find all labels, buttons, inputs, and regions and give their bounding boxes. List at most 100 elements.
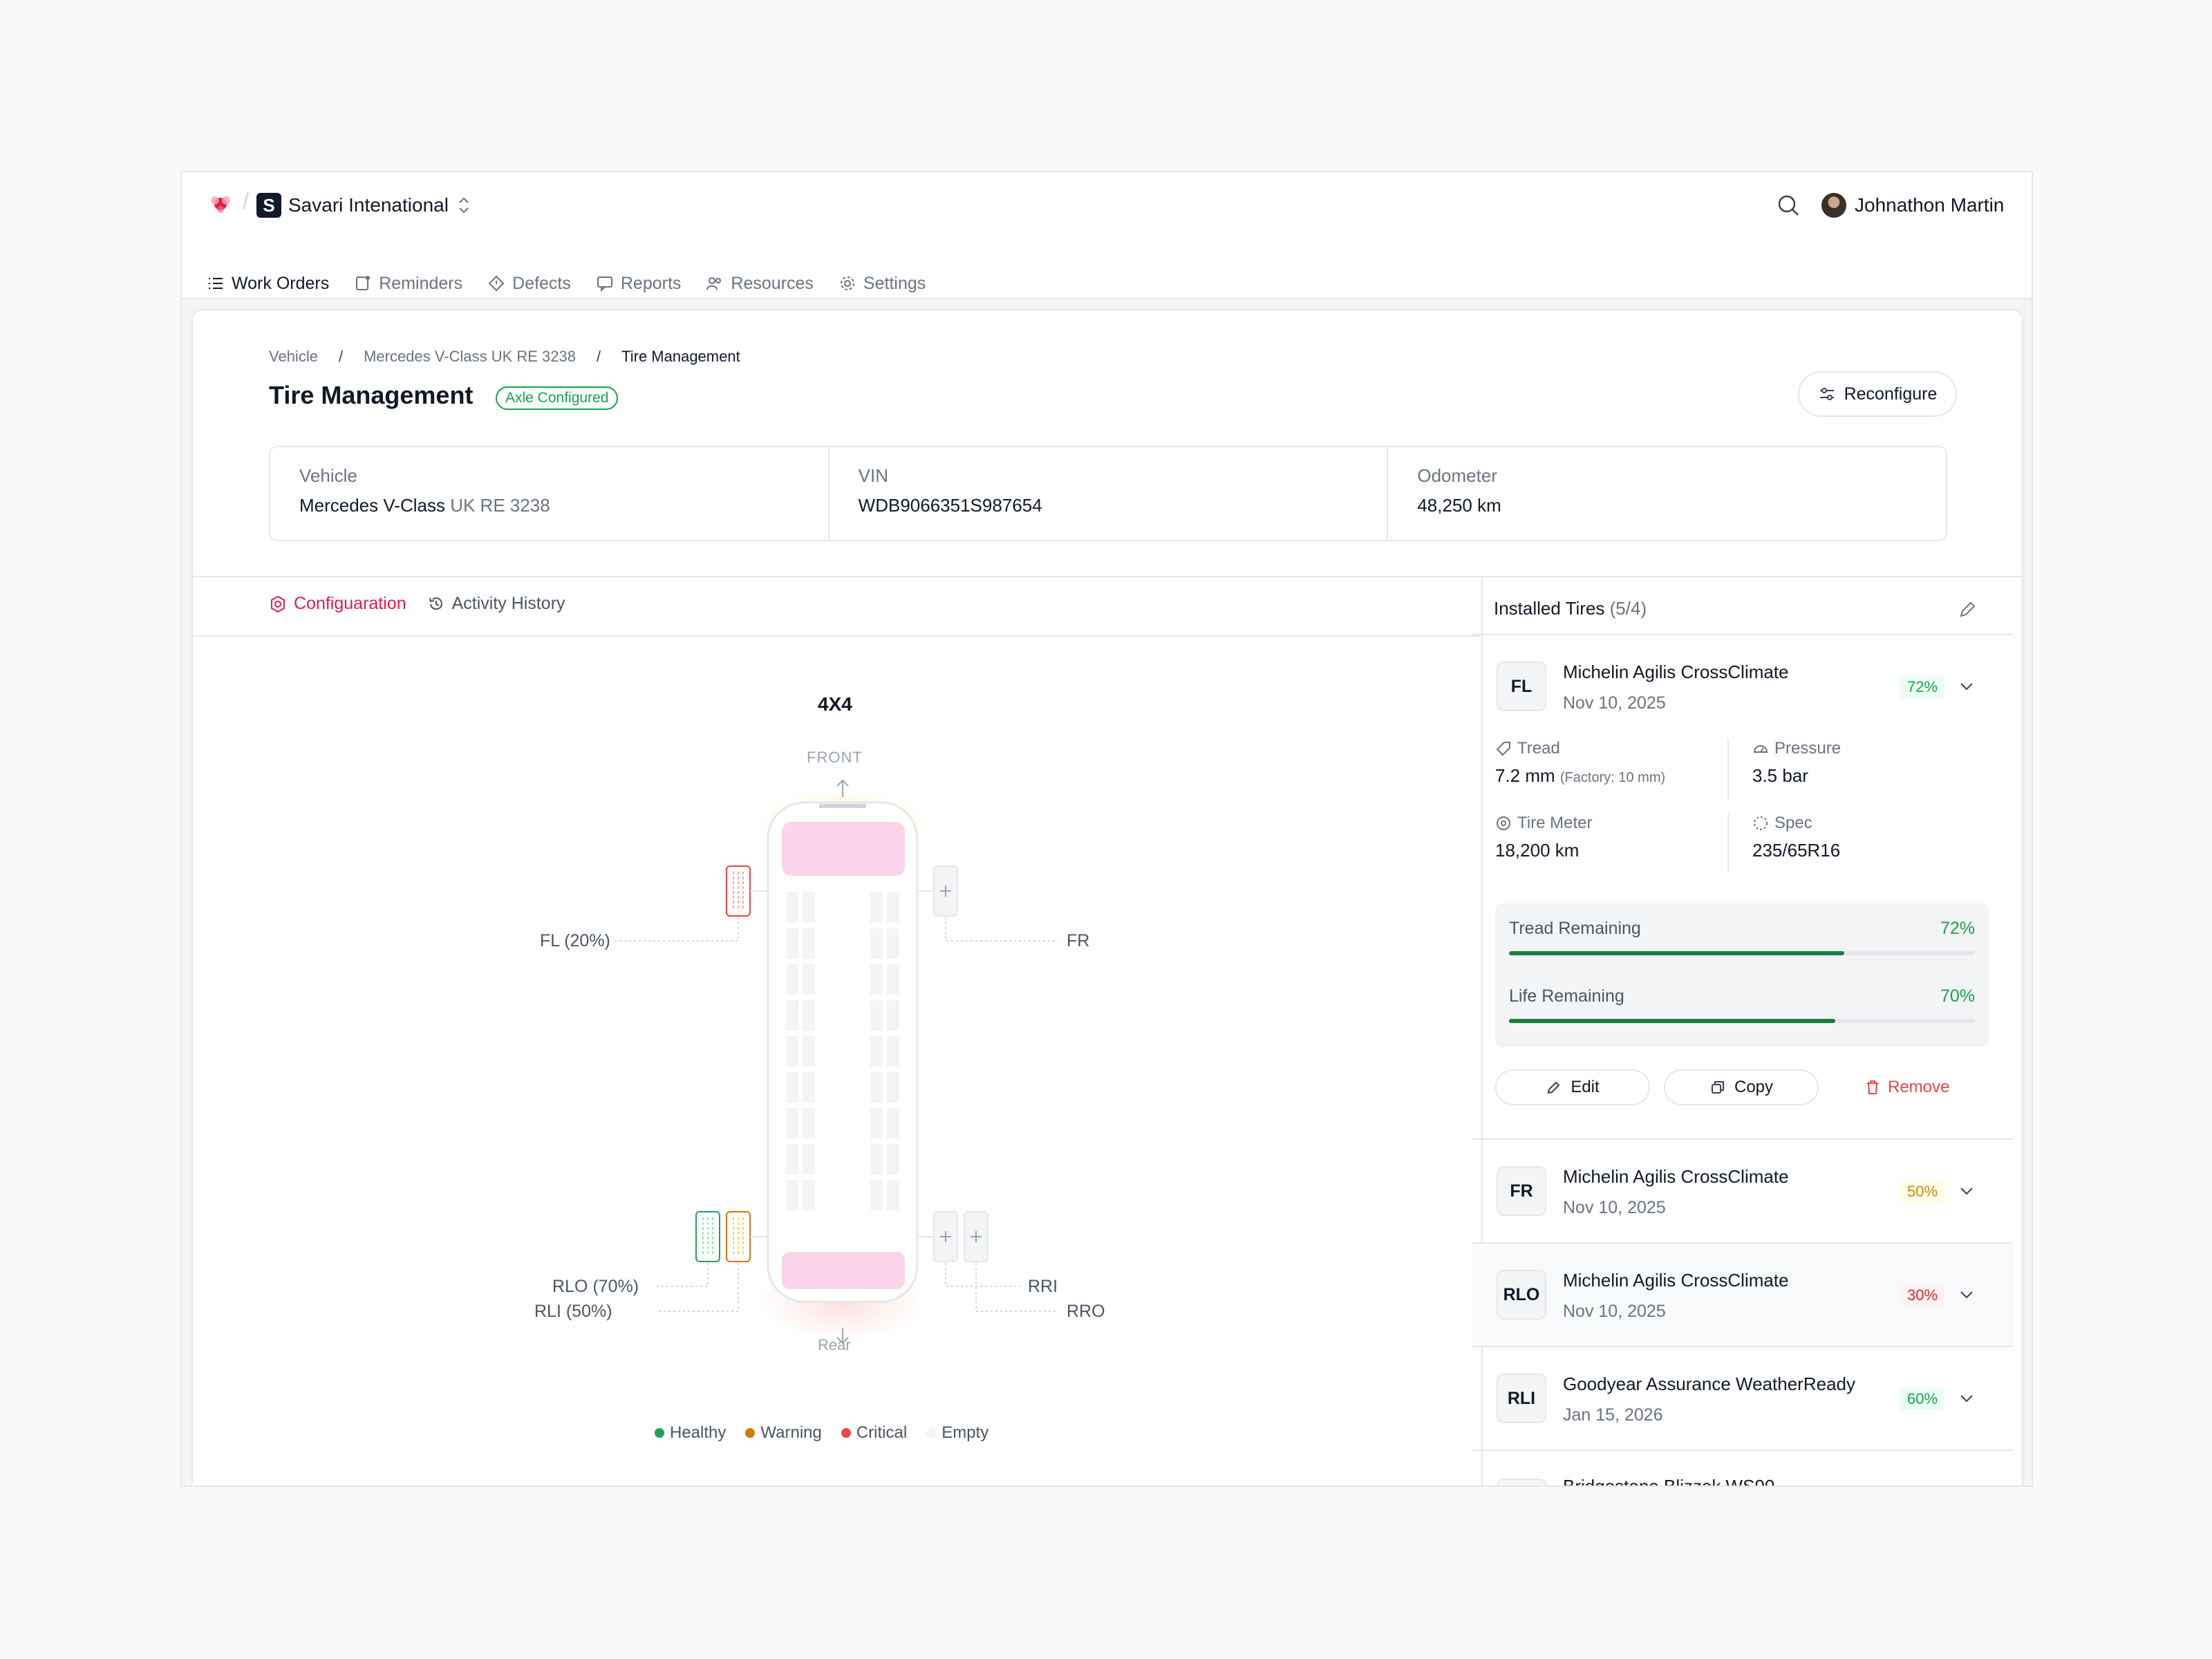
fr-leader [945,917,1058,941]
tire-row-rlo[interactable]: RLO Michelin Agilis CrossClimate Nov 10,… [1472,1244,2014,1346]
label-rli: RLI (50%) [534,1302,612,1321]
rli-leader [656,1263,739,1312]
progress-label: Tread Remaining [1509,919,1641,938]
breadcrumb-vehicle-name[interactable]: Mercedes V-Class UK RE 3238 [364,348,576,365]
info-vin: VIN WDB9066351S987654 [830,447,1389,540]
tab-configuration[interactable]: Configuaration [269,594,406,614]
tire-name: Goodyear Assurance WeatherReady [1563,1374,1855,1394]
critical-dot [841,1428,851,1438]
health-badge: 50% [1900,1180,1945,1203]
rri-leader [945,1263,1022,1287]
org-name[interactable]: Savari Intenational [288,194,449,216]
user-menu[interactable]: Johnathon Martin [1821,190,2004,221]
tire-name: Bridgestone Blizzak WS90 [1563,1476,1775,1487]
divider [1472,1242,2014,1244]
tab-label: Reports [620,273,682,293]
pressure-label: Pressure [1774,739,1841,758]
info-label: VIN [858,465,889,486]
legend-label: Warning [760,1423,822,1442]
app-logo-icon[interactable] [207,191,234,219]
seat-grid [786,892,899,1210]
copy-icon [1711,1081,1724,1094]
breadcrumb-separator: / [338,348,344,365]
tab-resources[interactable]: Resources [703,254,816,313]
meter-icon [1497,816,1510,830]
progress-track [1509,1019,1975,1023]
tire-row-partial[interactable]: Bridgestone Blizzak WS90 [1472,1451,2014,1487]
remove-button[interactable]: Remove [1864,1069,1949,1105]
tire-row-fl[interactable]: FL Michelin Agilis CrossClimate Nov 10, … [1472,635,2014,738]
tab-label: Work Orders [232,273,330,293]
chevron-updown-icon[interactable] [456,193,472,218]
tab-reports[interactable]: Reports [593,254,684,313]
tire-rlo[interactable] [695,1211,720,1262]
info-label: Vehicle [299,465,357,486]
health-badge: 72% [1900,675,1945,699]
divider [182,298,2032,299]
tread-label: Tread [1517,739,1560,758]
tire-row-rli[interactable]: RLI Goodyear Assurance WeatherReady Jan … [1472,1347,2014,1450]
tab-defects[interactable]: Defects [485,254,574,313]
tire-date: Jan 15, 2026 [1563,1405,1663,1425]
user-name: Johnathon Martin [1855,194,2005,216]
health-badge: 30% [1900,1284,1945,1307]
stat-value: 7.2 mm (Factory: 10 mm) [1495,765,1730,787]
tab-activity-history[interactable]: Activity History [427,594,565,614]
position-chip: FL [1497,662,1546,711]
tab-settings[interactable]: Settings [836,254,928,313]
tab-label: Activity History [451,594,565,613]
info-value: 48,250 km [1417,495,1501,516]
info-vehicle: Vehicle Mercedes V-Class UK RE 3238 [270,447,830,540]
tire-row-fr[interactable]: FR Michelin Agilis CrossClimate Nov 10, … [1472,1140,2014,1242]
copy-button[interactable]: Copy [1664,1069,1819,1105]
installed-tires-title: Installed Tires (5/4) [1494,598,1647,619]
divider [1472,1346,2014,1347]
breadcrumb-vehicle[interactable]: Vehicle [269,348,318,365]
chevron-down-icon[interactable] [1956,1387,1978,1409]
spec-label: Spec [1774,814,1812,832]
history-icon [429,597,442,610]
chevron-down-icon[interactable] [1956,675,1978,697]
divider [1727,739,1729,798]
tire-rro-add[interactable] [964,1211,988,1262]
stat-label: Pressure [1752,739,1987,758]
reconfigure-button[interactable]: Reconfigure [1798,371,1957,417]
stat-tire-meter: Tire Meter 18,200 km [1495,814,1730,861]
gear-icon [840,276,854,290]
progress-value: 72% [1940,919,1975,938]
main-nav: Work Orders Reminders Defects Reports Re… [204,254,948,313]
progress-label: Life Remaining [1509,986,1624,1006]
stat-label: Tread [1495,739,1730,758]
tab-label: Defects [512,273,571,293]
healthy-dot [655,1428,664,1438]
legend-critical: Critical [841,1423,907,1443]
edit-button[interactable]: Edit [1495,1069,1650,1105]
empty-dot [926,1428,937,1438]
tab-reminders[interactable]: Reminders [351,254,465,313]
tab-label: Reminders [379,273,463,293]
chevron-down-icon[interactable] [1956,1180,1978,1202]
vehicle-body [767,801,919,1303]
tire-rli[interactable] [726,1211,751,1262]
divider [193,576,2022,577]
position-chip: RLO [1497,1270,1546,1320]
tag-icon [1496,742,1510,756]
legend-healthy: Healthy [655,1423,726,1443]
users-icon [706,277,722,290]
edit-label: Edit [1571,1078,1600,1096]
info-value: Mercedes V-Class UK RE 3238 [299,495,799,516]
legend: Healthy Warning Critical Empty [655,1423,988,1443]
rro-leader [975,1263,1058,1312]
legend-empty: Empty [926,1423,988,1443]
pencil-icon[interactable] [1957,599,1978,620]
search-icon[interactable] [1774,191,1802,219]
progress-track [1509,951,1975,955]
stat-pressure: Pressure 3.5 bar [1752,739,1987,787]
position-chip: FR [1497,1166,1546,1216]
axle-type-label: 4X4 [818,693,852,715]
tire-rri-add[interactable] [933,1211,958,1262]
life-progress-fill [1509,1019,1835,1023]
rlo-leader [656,1263,709,1287]
front-bumper [819,804,866,808]
chevron-down-icon[interactable] [1956,1284,1978,1306]
